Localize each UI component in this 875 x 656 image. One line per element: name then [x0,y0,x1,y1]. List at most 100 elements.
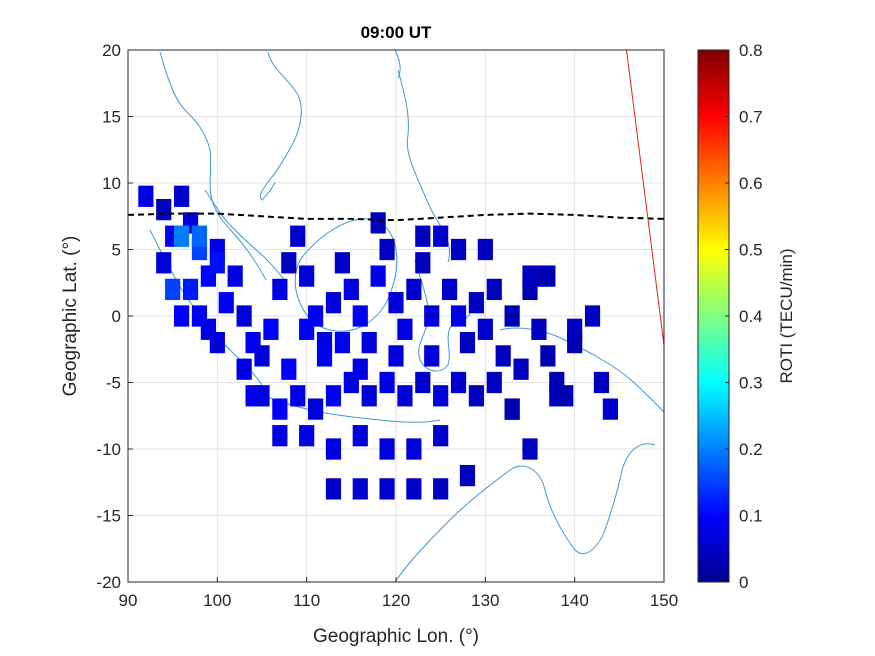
colorbar-tick-label: 0.5 [739,241,763,260]
roti-cell [406,478,422,500]
roti-cell [316,345,333,367]
roti-cell [343,278,359,301]
roti-cell [540,345,556,367]
y-tick-label: -10 [96,440,121,459]
roti-cell [209,331,225,354]
roti-cell [325,385,342,407]
roti-cell [477,238,493,261]
roti-cell [415,252,431,274]
roti-cell [495,345,511,367]
roti-cell [370,212,386,234]
x-tick-label: 100 [203,591,231,610]
terminator-line [625,50,664,346]
roti-cell [299,425,315,447]
roti-cell [174,225,190,247]
roti-cell [281,358,297,380]
roti-cell [459,331,476,354]
roti-cell [352,478,368,500]
colorbar-tick-label: 0.2 [739,440,763,459]
roti-cell [424,305,440,327]
colorbar-tick-label: 0.8 [739,41,763,60]
roti-cell [272,425,288,447]
roti-cell [379,371,395,394]
roti-cell [191,225,208,247]
roti-cell [182,278,199,301]
roti-cell [352,358,368,380]
roti-cell [486,371,502,394]
roti-cell [236,305,252,327]
colorbar-tick-label: 0 [739,573,748,592]
roti-cell [379,438,395,460]
roti-cell [334,252,350,274]
roti-cell [379,238,395,261]
colorbar-tick-label: 0.7 [739,108,763,127]
roti-cell [325,292,342,314]
y-tick-label: -5 [106,374,121,393]
roti-cell [450,305,467,327]
roti-cell [397,318,413,340]
roti-cell [272,278,288,301]
roti-cell [334,331,350,354]
roti-cell [254,345,270,367]
colorbar [697,49,730,583]
x-tick-label: 120 [382,591,410,610]
roti-cell [486,278,502,301]
roti-cell [236,358,252,380]
coastline-mainland-se-asia [159,51,267,281]
coastline-malay-peninsula [204,189,287,283]
roti-cell [459,464,476,487]
roti-cell [352,305,368,327]
roti-cell [165,278,181,301]
roti-cell [504,305,520,327]
roti-cell [397,385,413,407]
coastline-borneo [294,218,398,332]
colorbar-ticks: 0 0.1 0.2 0.3 0.4 0.5 0.6 0.7 0.8 [725,41,763,592]
roti-cell [433,425,449,447]
roti-cell [468,385,484,407]
colorbar-tick-label: 0.4 [739,307,763,326]
roti-cell [138,185,154,207]
roti-cell [522,438,538,460]
colorbar-tick-label: 0.6 [739,174,763,193]
roti-cell [513,358,529,380]
x-tick-label: 110 [293,591,320,610]
roti-cells [138,185,618,500]
roti-cell [406,438,422,460]
roti-cell [415,371,431,394]
roti-cell [584,305,601,327]
roti-cell [424,345,440,367]
y-tick-label: 0 [112,307,121,326]
roti-cell [325,478,342,500]
coastline-taiwan [394,50,401,79]
y-tick-label: 15 [102,108,121,127]
roti-cell [263,318,279,340]
roti-cell [156,198,172,221]
roti-cell [174,185,190,207]
roti-cell [388,292,404,314]
roti-cell [433,385,449,407]
roti-cell [504,398,520,420]
roti-cell [361,385,377,407]
axis-ticks: 90 100 110 120 130 140 150 20 15 10 5 0 -5 -10 -15 -20 [96,41,678,610]
roti-cell [308,398,324,420]
roti-cell [290,225,306,247]
y-tick-label: -15 [96,507,121,526]
roti-cell [442,278,458,301]
colorbar-label: ROTI (TECU/min) [777,248,796,383]
y-tick-label: -20 [96,573,121,592]
coastline-australia [394,443,656,582]
roti-cell [388,345,404,367]
roti-cell [299,318,315,340]
coastline-indochina [259,51,302,201]
colorbar-tick-label: 0.3 [739,374,763,393]
roti-cell [156,252,172,274]
roti-cell [531,318,547,340]
roti-cell [325,438,342,460]
colorbar-tick-label: 0.1 [739,507,763,526]
roti-cell [218,292,234,314]
roti-cell [209,252,225,274]
roti-cell [361,331,377,354]
roti-cell [468,292,484,314]
roti-cell [174,305,190,327]
roti-cell [272,398,288,420]
